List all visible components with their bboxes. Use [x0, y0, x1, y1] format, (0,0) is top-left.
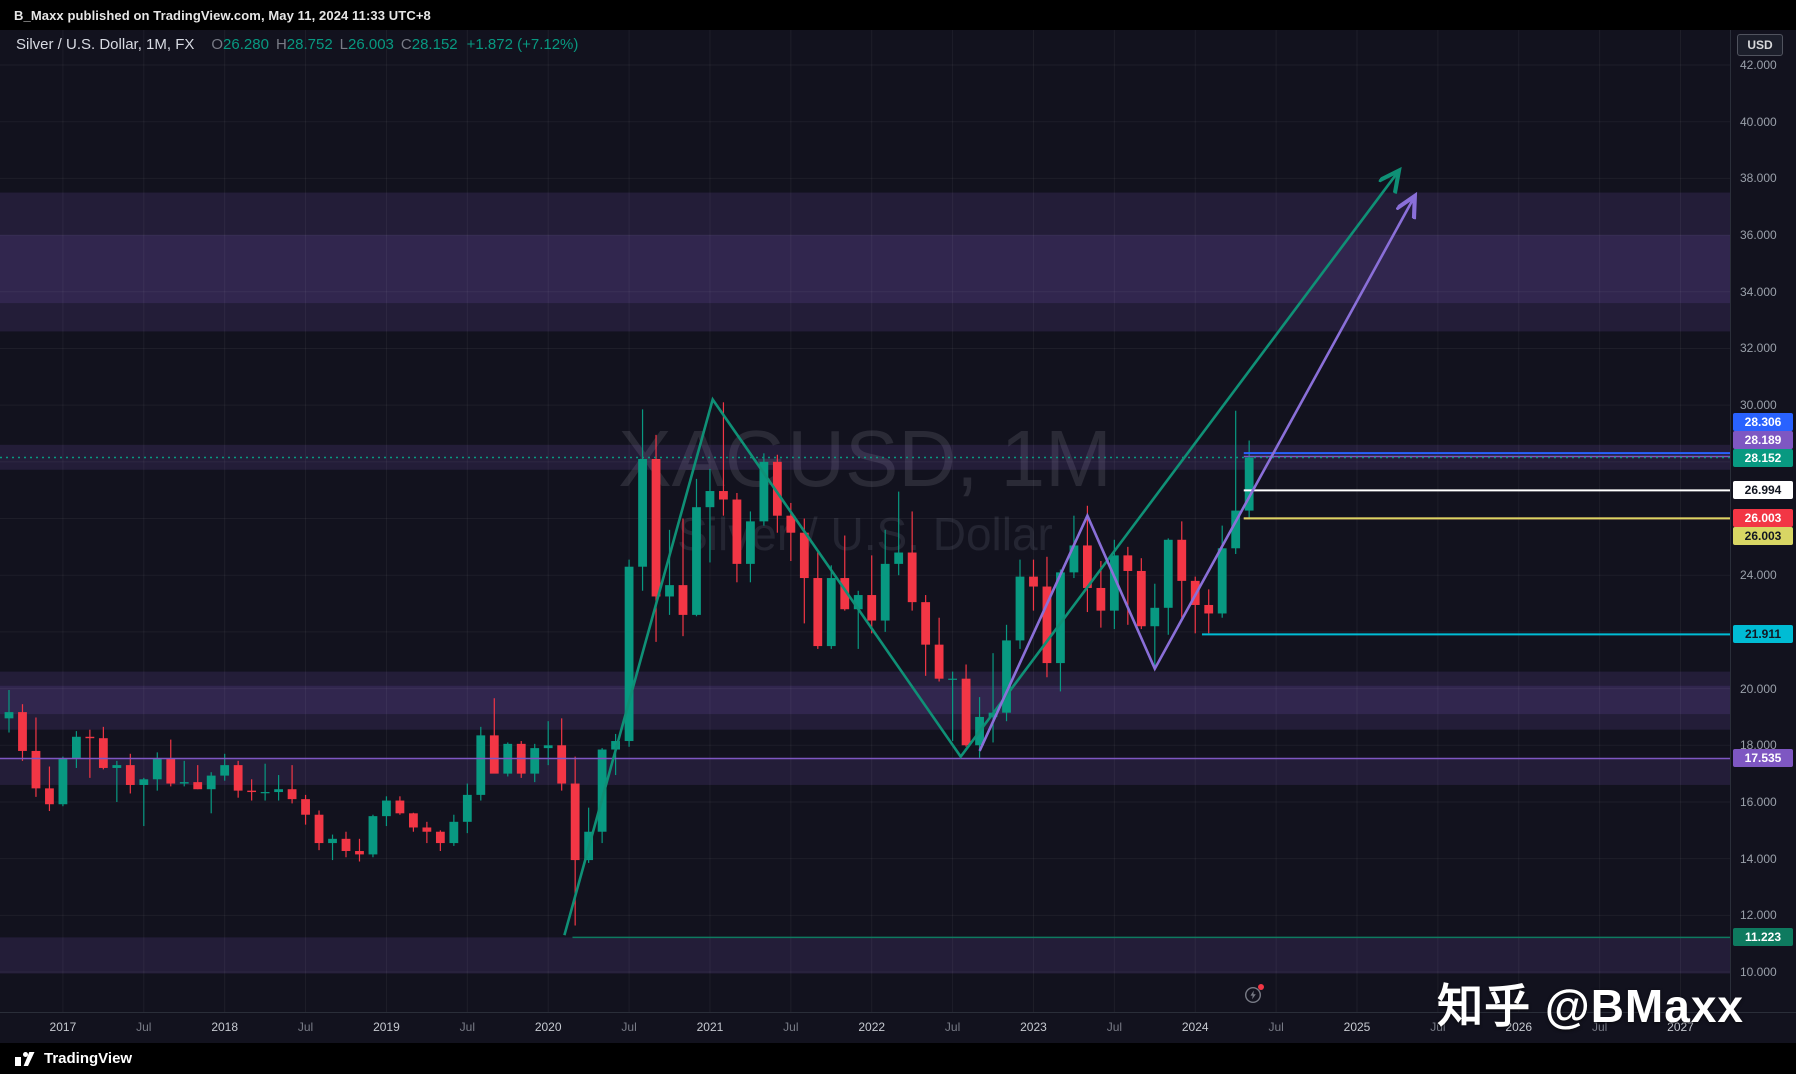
price-tick-label: 24.000: [1740, 568, 1777, 583]
price-label: 17.535: [1733, 749, 1793, 767]
tradingview-brand[interactable]: TradingView: [44, 1050, 133, 1067]
time-tick-label: 2020: [534, 1020, 562, 1034]
price-tick-label: 20.000: [1740, 681, 1777, 696]
lightning-glyph: [1244, 986, 1262, 1004]
time-tick-label: Jul: [944, 1020, 961, 1034]
price-tick-label: 14.000: [1740, 851, 1777, 866]
time-tick-label: 2025: [1343, 1020, 1371, 1034]
open-label: O: [211, 36, 224, 53]
price-tick-label: 32.000: [1740, 341, 1777, 356]
time-tick-label: 2019: [373, 1020, 400, 1034]
symbol-legend[interactable]: Silver / U.S. Dollar, 1M, FX O26.280 H28.7…: [16, 36, 578, 53]
time-tick-label: Jul: [783, 1020, 799, 1034]
time-tick-label: 2027: [1667, 1020, 1694, 1034]
time-tick-label: 2022: [858, 1020, 886, 1034]
time-tick-label: 2024: [1181, 1020, 1209, 1034]
price-tick-label: 12.000: [1740, 908, 1777, 923]
time-tick-label: 2017: [49, 1020, 77, 1034]
price-tick-label: 36.000: [1740, 228, 1777, 243]
close-value: 28.152: [411, 36, 458, 53]
price-tick-label: 40.000: [1740, 114, 1777, 129]
price-label: 28.306: [1733, 413, 1793, 431]
time-tick-label: 2026: [1505, 1020, 1533, 1034]
symbol-title[interactable]: Silver / U.S. Dollar, 1M, FX: [16, 36, 195, 53]
time-tick-label: 2021: [696, 1020, 724, 1034]
time-tick-label: 2018: [211, 1020, 239, 1034]
chart-canvas[interactable]: XAGUSD, 1M Silver / U.S. Dollar Silver /…: [0, 30, 1730, 1012]
price-label: 28.152: [1733, 449, 1793, 467]
low-value: 26.003: [348, 36, 394, 53]
currency-button[interactable]: USD: [1737, 34, 1783, 56]
candlestick-chart: [0, 30, 1730, 1012]
time-axis[interactable]: 2017 Jul 2018 Jul 2019 Jul 2020 Jul 2021 Jul 2022 J…: [0, 1012, 1796, 1044]
price-label: 21.911: [1733, 625, 1793, 643]
trend-arrows: [563, 173, 1413, 936]
time-tick-label: Jul: [297, 1020, 314, 1034]
grid: [0, 30, 1730, 1012]
low-label: L: [339, 36, 349, 53]
time-tick-label: Jul: [621, 1020, 637, 1034]
price-tick-label: 38.000: [1740, 171, 1777, 186]
price-label: 26.994: [1733, 481, 1793, 499]
open-value: 26.280: [223, 36, 269, 53]
close-label: C: [400, 36, 412, 53]
publish-header: B_Maxx published on TradingView.com, May…: [0, 0, 1796, 30]
time-tick-label: Jul: [1591, 1020, 1608, 1034]
time-tick-label: Jul: [1430, 1020, 1446, 1034]
zhihu-credit: 知乎 @BMaxx: [1437, 980, 1744, 1032]
price-label: 26.003: [1733, 527, 1793, 545]
price-tick-label: 10.000: [1740, 965, 1777, 980]
price-tick-label: 34.000: [1740, 284, 1777, 299]
time-tick-label: Jul: [459, 1020, 475, 1034]
publish-info: B_Maxx published on TradingView.com, May…: [14, 7, 431, 23]
horizontal-price-lines: [0, 452, 1730, 939]
price-tick-label: 16.000: [1740, 794, 1777, 809]
price-label: 28.189: [1733, 431, 1793, 449]
candlestick-series: [4, 402, 1254, 926]
alert-dot: [1258, 984, 1264, 990]
high-value: 28.752: [286, 36, 333, 53]
time-tick-label: 2023: [1020, 1020, 1047, 1034]
time-tick-label: Jul: [136, 1020, 152, 1034]
price-label: 11.223: [1733, 928, 1793, 946]
high-label: H: [275, 36, 287, 53]
footer-bar: TradingView: [0, 1043, 1796, 1074]
supply-demand-zones: [0, 192, 1730, 974]
time-tick-label: Jul: [1106, 1020, 1123, 1034]
time-tick-label: Jul: [1268, 1020, 1284, 1034]
price-axis[interactable]: USD 42.000 40.000 38.000 36.000 34.000 32.000…: [1730, 0, 1796, 1043]
price-tick-label: 42.000: [1740, 58, 1777, 72]
price-label: 26.003: [1733, 509, 1793, 527]
tradingview-logo[interactable]: [14, 1051, 36, 1067]
price-tick-label: 18.000: [1740, 738, 1777, 753]
price-tick-label: 30.000: [1740, 398, 1777, 413]
change-value: +1.872 (+7.12%): [466, 36, 579, 53]
lightning-icon[interactable]: [1244, 984, 1264, 1004]
